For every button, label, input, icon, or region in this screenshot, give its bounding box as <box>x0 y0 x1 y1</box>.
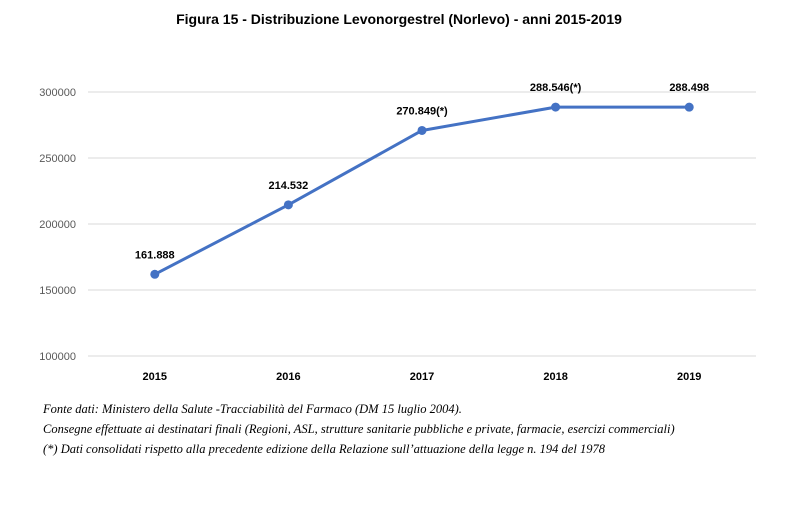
data-label: 288.546(*) <box>530 82 582 94</box>
y-axis: 100000 150000 200000 250000 300000 <box>39 87 76 363</box>
data-label: 161.888 <box>135 249 175 261</box>
x-tick-label: 2019 <box>677 371 701 383</box>
x-tick-label: 2015 <box>143 371 167 383</box>
y-tick-label: 150000 <box>39 285 76 297</box>
data-point <box>417 125 427 135</box>
data-point <box>684 102 694 112</box>
x-tick-label: 2018 <box>543 371 567 383</box>
data-point <box>551 102 561 112</box>
y-tick-label: 300000 <box>39 87 76 99</box>
data-point <box>283 200 293 210</box>
asterisk-note: (*) Dati consolidati rispetto alla prece… <box>43 442 605 456</box>
data-label: 288.498 <box>669 82 709 94</box>
data-label: 214.532 <box>269 180 309 192</box>
y-tick-label: 100000 <box>39 351 76 363</box>
x-axis: 2015 2016 2017 2018 2019 <box>143 371 702 383</box>
x-tick-label: 2017 <box>410 371 434 383</box>
x-tick-label: 2016 <box>276 371 300 383</box>
data-point <box>150 269 160 279</box>
chart-title: Figura 15 - Distribuzione Levonorgestrel… <box>176 11 622 27</box>
series-distribuzione <box>150 102 694 279</box>
y-tick-label: 250000 <box>39 153 76 165</box>
gridlines <box>88 91 756 357</box>
data-label: 270.849(*) <box>396 105 448 117</box>
data-labels: 161.888 214.532 270.849(*) 288.546(*) 288.49… <box>135 82 709 261</box>
chart-notes: Fonte dati: Ministero della Salute -Trac… <box>43 402 785 462</box>
source-note: Fonte dati: Ministero della Salute -Trac… <box>43 402 462 416</box>
y-tick-label: 200000 <box>39 219 76 231</box>
deliveries-note: Consegne effettuate ai destinatari final… <box>43 422 675 436</box>
